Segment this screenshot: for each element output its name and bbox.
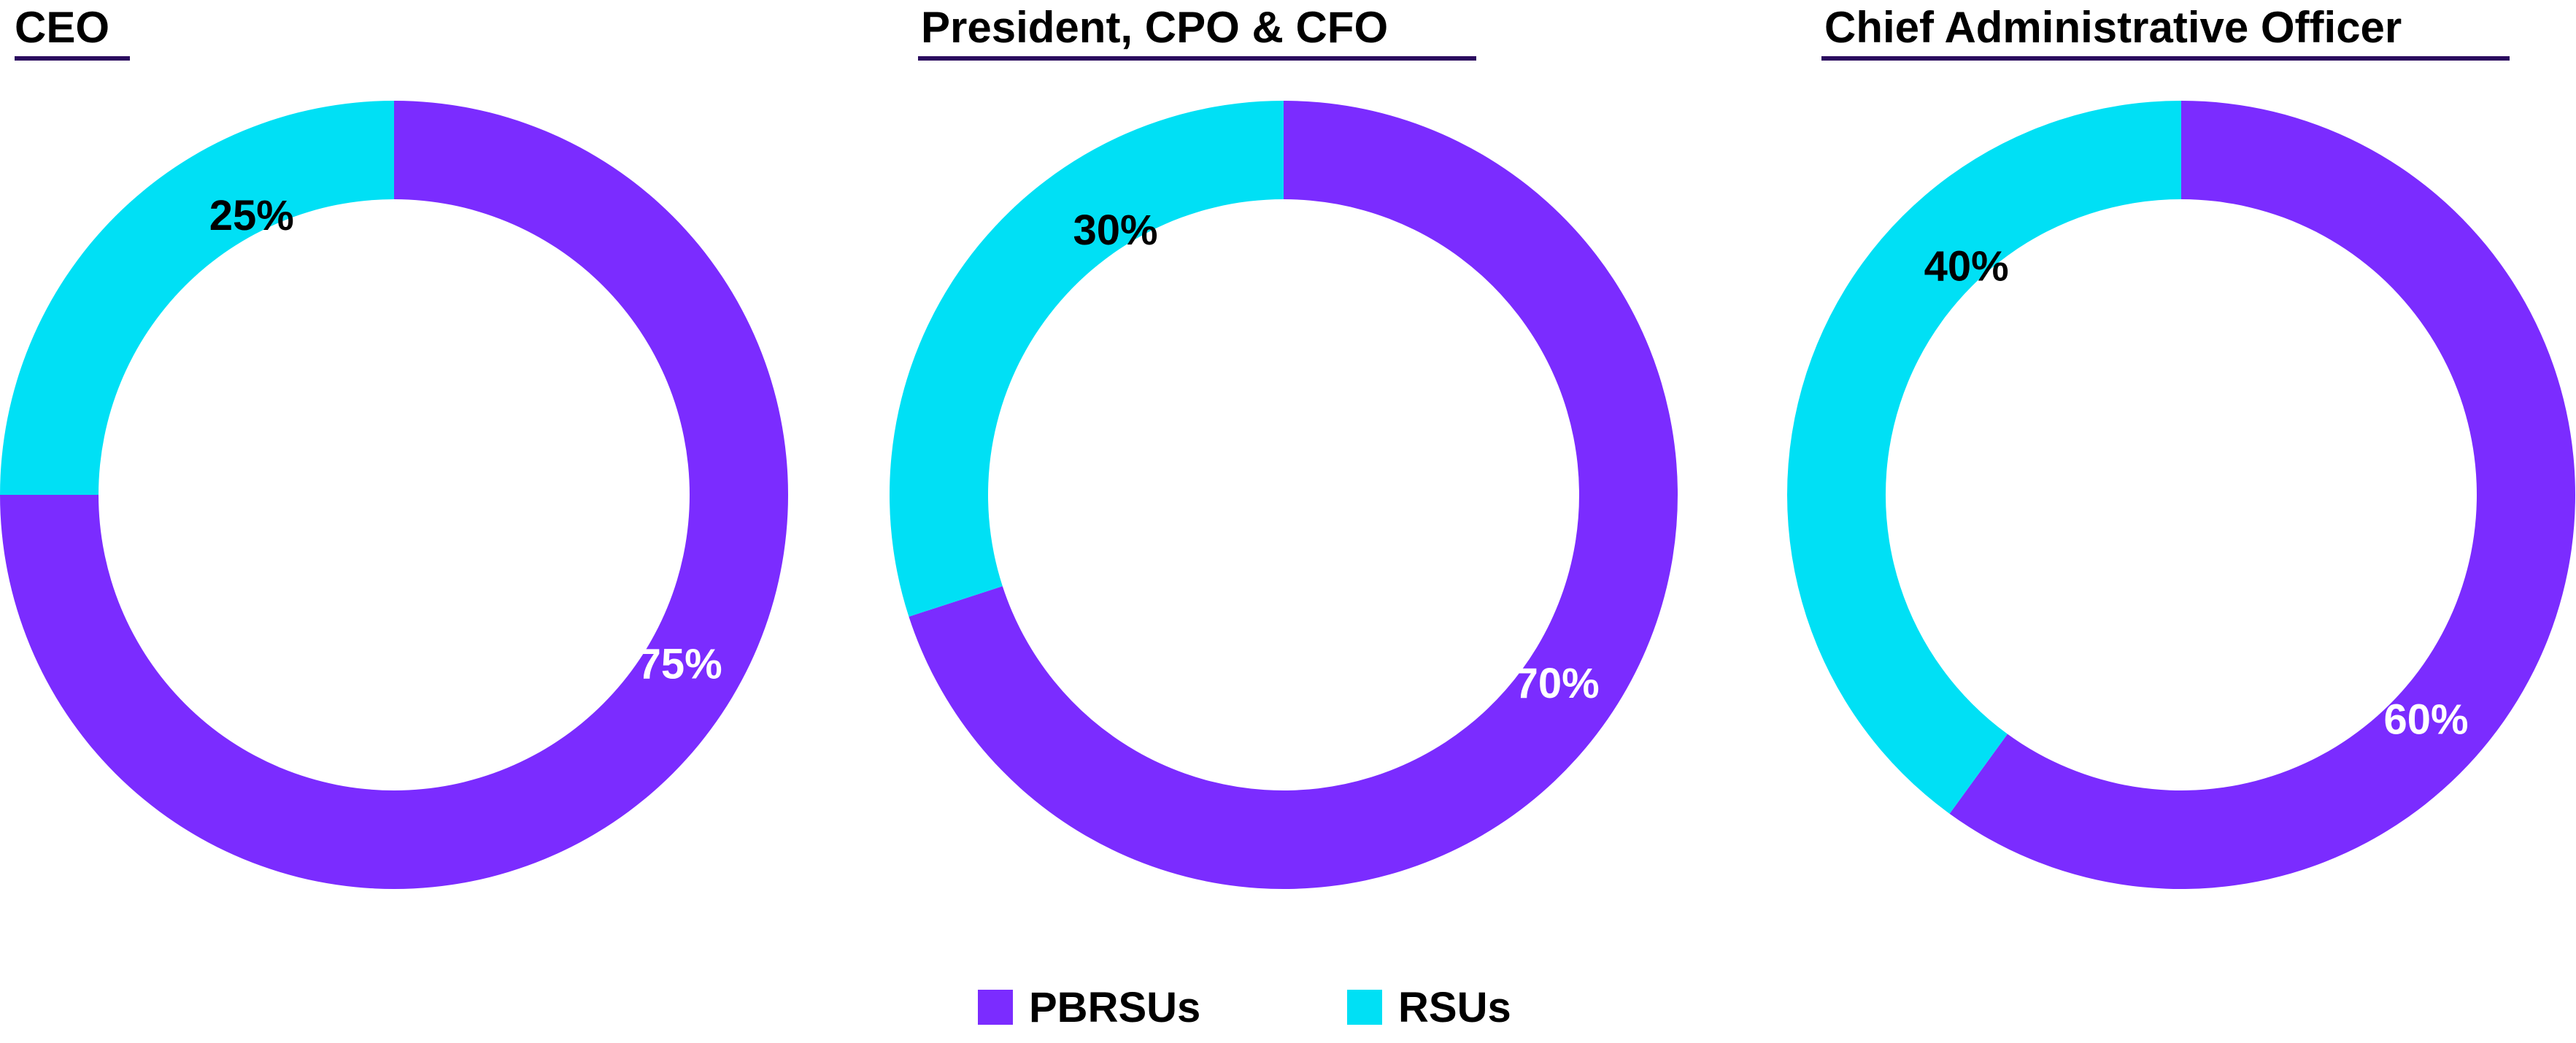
chart-title-ceo: CEO (15, 3, 110, 52)
legend-item-rsus: RSUs (1347, 978, 1511, 1036)
legend-item-pbrsus: PBRSUs (978, 978, 1200, 1036)
legend-swatch-pbrsus (978, 990, 1013, 1025)
chart-title-president-cpo-cfo: President, CPO & CFO (921, 3, 1389, 52)
data-label-pbrsus: 60% (2384, 696, 2469, 743)
legend-label-rsus: RSUs (1398, 983, 1511, 1031)
chart-title-underline (918, 56, 1476, 61)
data-label-pbrsus: 70% (1515, 660, 1600, 707)
data-label-pbrsus: 75% (638, 641, 722, 688)
donut-slice-rsus (890, 101, 1284, 617)
legend-label-pbrsus: PBRSUs (1029, 983, 1201, 1031)
legend-swatch-rsus (1347, 990, 1382, 1025)
chart-title-underline (1821, 56, 2510, 61)
chart-title-underline (15, 56, 130, 61)
donut-slice-rsus (0, 101, 394, 495)
data-label-rsus: 40% (1924, 243, 2009, 290)
data-label-rsus: 30% (1073, 207, 1158, 254)
chart-title-chief-administrative-officer: Chief Administrative Officer (1824, 3, 2402, 52)
donut-slice-pbrsus (1949, 101, 2575, 889)
donut-slice-rsus (1786, 101, 2181, 814)
data-label-rsus: 25% (209, 192, 294, 239)
